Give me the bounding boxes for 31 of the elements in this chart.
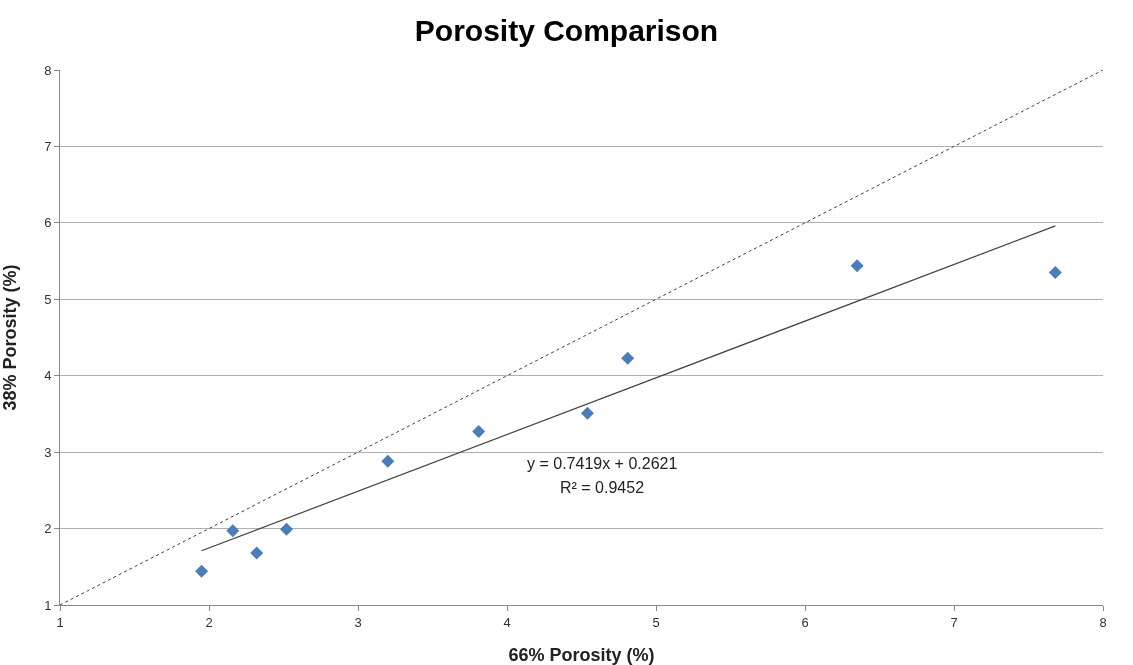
y-tick-label: 1 (44, 597, 52, 613)
x-tick-label: 3 (354, 614, 362, 630)
point (472, 425, 486, 439)
point (226, 524, 240, 538)
y-tick-label: 6 (44, 215, 52, 231)
y-tick-label: 7 (44, 138, 52, 154)
annotation: R² = 0.9452 (560, 479, 645, 496)
y-axis-title: 38% Porosity (%) (0, 264, 20, 411)
x-tick-label: 4 (503, 614, 511, 630)
point (621, 351, 635, 365)
point (580, 406, 594, 420)
point (850, 259, 864, 273)
x-tick-label: 1 (56, 614, 64, 630)
x-tick-label: 6 (801, 614, 809, 630)
chart-title: Porosity Comparison (414, 13, 719, 47)
x-tick-label: 5 (652, 614, 660, 630)
x-tick-label: 8 (1099, 614, 1107, 630)
x-axis-title: 66% Porosity (%) (508, 645, 655, 665)
y-tick-label: 2 (44, 521, 52, 537)
y-tick-label: 3 (44, 444, 52, 460)
point (1048, 266, 1062, 280)
point (381, 454, 395, 468)
y-tick-label: 8 (44, 62, 52, 78)
annotation: y = 0.7419x + 0.2621 (527, 455, 678, 472)
point (279, 522, 293, 536)
y-tick-label: 5 (44, 291, 52, 307)
x-tick-label: 7 (950, 614, 958, 630)
point (250, 546, 264, 560)
y-tick-label: 4 (44, 368, 52, 384)
point (195, 564, 209, 578)
x-tick-label: 2 (205, 614, 213, 630)
